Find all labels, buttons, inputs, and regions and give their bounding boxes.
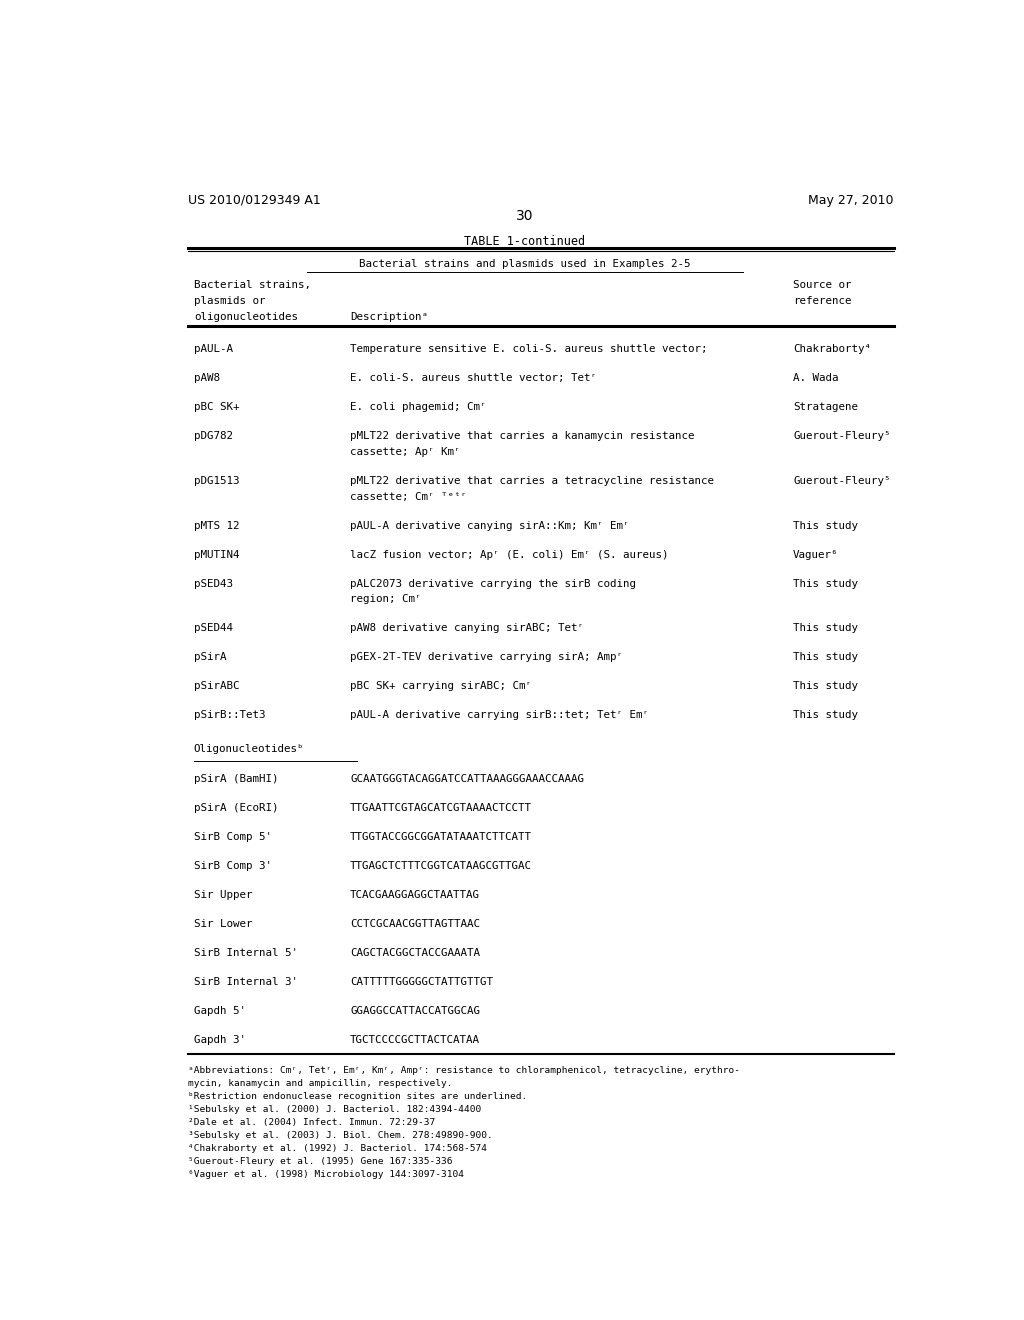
Text: ᵃAbbreviations: Cmʳ, Tetʳ, Emʳ, Kmʳ, Ampʳ: resistance to chloramphenicol, tetrac: ᵃAbbreviations: Cmʳ, Tetʳ, Emʳ, Kmʳ, Amp… xyxy=(187,1067,739,1074)
Text: Vaguer⁶: Vaguer⁶ xyxy=(793,549,839,560)
Text: pMLT22 derivative that carries a tetracycline resistance: pMLT22 derivative that carries a tetracy… xyxy=(350,477,714,486)
Text: oligonucleotides: oligonucleotides xyxy=(194,312,298,322)
Text: Sir Lower: Sir Lower xyxy=(194,919,252,929)
Text: pMLT22 derivative that carries a kanamycin resistance: pMLT22 derivative that carries a kanamyc… xyxy=(350,432,694,441)
Text: This study: This study xyxy=(793,578,858,589)
Text: pSED43: pSED43 xyxy=(194,578,232,589)
Text: pBC SK+: pBC SK+ xyxy=(194,403,240,412)
Text: Chakraborty⁴: Chakraborty⁴ xyxy=(793,345,871,354)
Text: Bacterial strains,: Bacterial strains, xyxy=(194,280,311,290)
Text: E. coli phagemid; Cmʳ: E. coli phagemid; Cmʳ xyxy=(350,403,486,412)
Text: ³Sebulsky et al. (2003) J. Biol. Chem. 278:49890-900.: ³Sebulsky et al. (2003) J. Biol. Chem. 2… xyxy=(187,1131,493,1140)
Text: CAGCTACGGCTACCGAAATA: CAGCTACGGCTACCGAAATA xyxy=(350,948,480,958)
Text: pSED44: pSED44 xyxy=(194,623,232,634)
Text: pSirA (BamHI): pSirA (BamHI) xyxy=(194,775,279,784)
Text: pSirB::Tet3: pSirB::Tet3 xyxy=(194,710,265,721)
Text: pAW8: pAW8 xyxy=(194,374,220,383)
Text: TTGAGCTCTTTCGGTCATAAGCGTTGAC: TTGAGCTCTTTCGGTCATAAGCGTTGAC xyxy=(350,861,532,871)
Text: pGEX-2T-TEV derivative carrying sirA; Ampʳ: pGEX-2T-TEV derivative carrying sirA; Am… xyxy=(350,652,624,663)
Text: pAUL-A derivative carrying sirB::tet; Tetʳ Emʳ: pAUL-A derivative carrying sirB::tet; Te… xyxy=(350,710,649,721)
Text: plasmids or: plasmids or xyxy=(194,296,265,306)
Text: This study: This study xyxy=(793,681,858,692)
Text: SirB Comp 3': SirB Comp 3' xyxy=(194,861,271,871)
Text: E. coli-S. aureus shuttle vector; Tetʳ: E. coli-S. aureus shuttle vector; Tetʳ xyxy=(350,374,597,383)
Text: This study: This study xyxy=(793,710,858,721)
Text: pAUL-A derivative canying sirA::Km; Kmʳ Emʳ: pAUL-A derivative canying sirA::Km; Kmʳ … xyxy=(350,521,630,531)
Text: pMTS 12: pMTS 12 xyxy=(194,521,240,531)
Text: pMUTIN4: pMUTIN4 xyxy=(194,549,240,560)
Text: ᵇRestriction endonuclease recognition sites are underlined.: ᵇRestriction endonuclease recognition si… xyxy=(187,1092,526,1101)
Text: mycin, kanamycin and ampicillin, respectively.: mycin, kanamycin and ampicillin, respect… xyxy=(187,1078,452,1088)
Text: TGCTCCCCGCTTACTCATAA: TGCTCCCCGCTTACTCATAA xyxy=(350,1035,480,1045)
Text: 30: 30 xyxy=(516,210,534,223)
Text: This study: This study xyxy=(793,521,858,531)
Text: Gapdh 3': Gapdh 3' xyxy=(194,1035,246,1045)
Text: pAW8 derivative canying sirABC; Tetʳ: pAW8 derivative canying sirABC; Tetʳ xyxy=(350,623,585,634)
Text: Sir Upper: Sir Upper xyxy=(194,890,252,900)
Text: Stratagene: Stratagene xyxy=(793,403,858,412)
Text: CATTTTTGGGGGCTATTGTTGT: CATTTTTGGGGGCTATTGTTGT xyxy=(350,977,494,987)
Text: pDG1513: pDG1513 xyxy=(194,477,240,486)
Text: Source or: Source or xyxy=(793,280,852,290)
Text: TCACGAAGGAGGCTAATTAG: TCACGAAGGAGGCTAATTAG xyxy=(350,890,480,900)
Text: Gapdh 5': Gapdh 5' xyxy=(194,1006,246,1016)
Text: ²Dale et al. (2004) Infect. Immun. 72:29-37: ²Dale et al. (2004) Infect. Immun. 72:29… xyxy=(187,1118,435,1127)
Text: lacZ fusion vector; Apʳ (E. coli) Emʳ (S. aureus): lacZ fusion vector; Apʳ (E. coli) Emʳ (S… xyxy=(350,549,669,560)
Text: pDG782: pDG782 xyxy=(194,432,232,441)
Text: TTGAATTCGTAGCATCGTAAAACTCCTT: TTGAATTCGTAGCATCGTAAAACTCCTT xyxy=(350,804,532,813)
Text: pSirA: pSirA xyxy=(194,652,226,663)
Text: pAUL-A: pAUL-A xyxy=(194,345,232,354)
Text: SirB Internal 5': SirB Internal 5' xyxy=(194,948,298,958)
Text: GCAATGGGTACAGGATCCATTAAAGGGAAACCAAAG: GCAATGGGTACAGGATCCATTAAAGGGAAACCAAAG xyxy=(350,775,585,784)
Text: SirB Internal 3': SirB Internal 3' xyxy=(194,977,298,987)
Text: region; Cmʳ: region; Cmʳ xyxy=(350,594,422,605)
Text: ¹Sebulsky et al. (2000) J. Bacteriol. 182:4394-4400: ¹Sebulsky et al. (2000) J. Bacteriol. 18… xyxy=(187,1105,481,1114)
Text: TTGGTACCGGCGGATATAAATCTTCATT: TTGGTACCGGCGGATATAAATCTTCATT xyxy=(350,833,532,842)
Text: ⁵Guerout-Fleury et al. (1995) Gene 167:335-336: ⁵Guerout-Fleury et al. (1995) Gene 167:3… xyxy=(187,1158,452,1166)
Text: A. Wada: A. Wada xyxy=(793,374,839,383)
Text: pSirABC: pSirABC xyxy=(194,681,240,692)
Text: US 2010/0129349 A1: US 2010/0129349 A1 xyxy=(187,194,321,207)
Text: cassette; Apʳ Kmʳ: cassette; Apʳ Kmʳ xyxy=(350,447,461,457)
Text: TABLE 1-continued: TABLE 1-continued xyxy=(464,235,586,248)
Text: cassette; Cmʳ ᵀᵉᵗʳ: cassette; Cmʳ ᵀᵉᵗʳ xyxy=(350,492,467,502)
Text: This study: This study xyxy=(793,652,858,663)
Text: pALC2073 derivative carrying the sirB coding: pALC2073 derivative carrying the sirB co… xyxy=(350,578,636,589)
Text: May 27, 2010: May 27, 2010 xyxy=(808,194,894,207)
Text: Oligonucleotidesᵇ: Oligonucleotidesᵇ xyxy=(194,744,304,754)
Text: SirB Comp 5': SirB Comp 5' xyxy=(194,833,271,842)
Text: reference: reference xyxy=(793,296,852,306)
Text: Temperature sensitive E. coli-S. aureus shuttle vector;: Temperature sensitive E. coli-S. aureus … xyxy=(350,345,708,354)
Text: Descriptionᵃ: Descriptionᵃ xyxy=(350,312,428,322)
Text: ⁶Vaguer et al. (1998) Microbiology 144:3097-3104: ⁶Vaguer et al. (1998) Microbiology 144:3… xyxy=(187,1170,464,1179)
Text: pBC SK+ carrying sirABC; Cmʳ: pBC SK+ carrying sirABC; Cmʳ xyxy=(350,681,532,692)
Text: GGAGGCCATTACCATGGCAG: GGAGGCCATTACCATGGCAG xyxy=(350,1006,480,1016)
Text: Guerout-Fleury⁵: Guerout-Fleury⁵ xyxy=(793,432,891,441)
Text: pSirA (EcoRI): pSirA (EcoRI) xyxy=(194,804,279,813)
Text: Bacterial strains and plasmids used in Examples 2-5: Bacterial strains and plasmids used in E… xyxy=(359,259,690,269)
Text: This study: This study xyxy=(793,623,858,634)
Text: CCTCGCAACGGTTAGTTAAC: CCTCGCAACGGTTAGTTAAC xyxy=(350,919,480,929)
Text: Guerout-Fleury⁵: Guerout-Fleury⁵ xyxy=(793,477,891,486)
Text: ⁴Chakraborty et al. (1992) J. Bacteriol. 174:568-574: ⁴Chakraborty et al. (1992) J. Bacteriol.… xyxy=(187,1144,486,1154)
